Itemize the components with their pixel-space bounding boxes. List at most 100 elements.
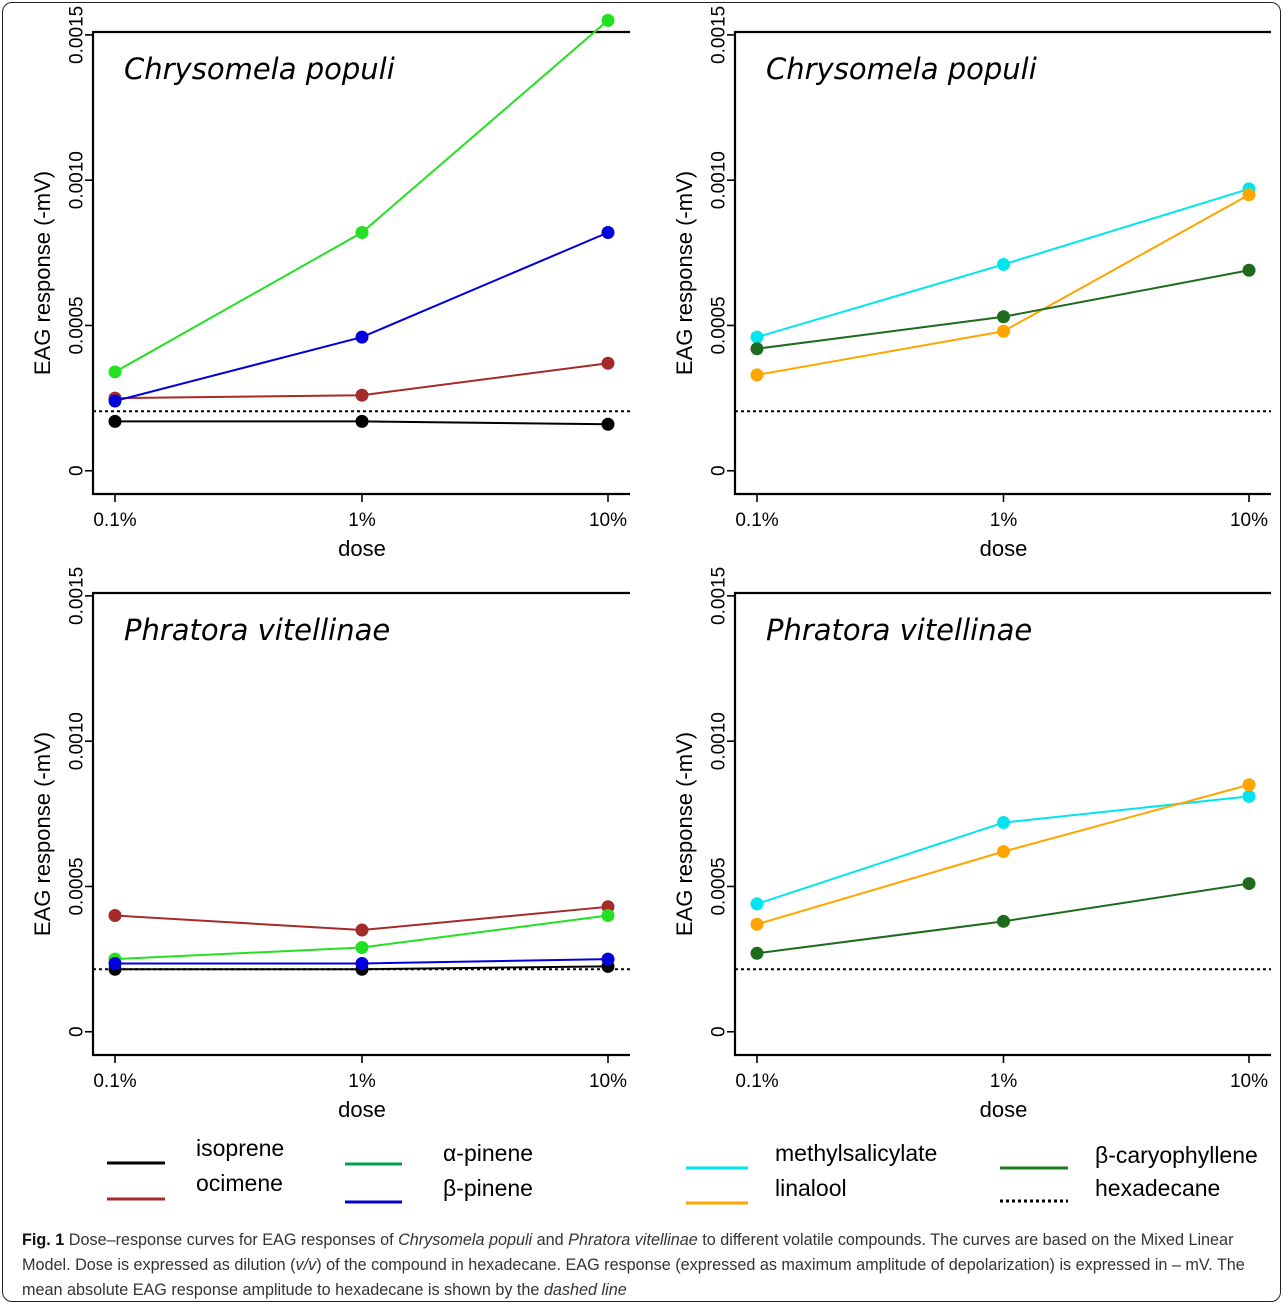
x-axis-label: dose (338, 536, 386, 561)
legend-item-ocimene: ocimene (107, 1170, 283, 1201)
data-point-caryophyllene (1242, 877, 1256, 891)
data-point-pinene (601, 909, 615, 923)
x-tick-label: 1% (348, 510, 376, 531)
y-tick-label: 0 (67, 1026, 88, 1037)
legend-label: β-pinene (443, 1175, 533, 1201)
y-tick-label: 0.0005 (67, 857, 88, 915)
legend-label: α-pinene (443, 1140, 533, 1166)
chart-panel-4: 0 0.0005 0.0010 0.0015 0.1% 1% 10% dose EAG resp… (672, 567, 1271, 1122)
y-tick-label: 0.0015 (67, 6, 88, 64)
caption-text-3: to different volatile compounds. The cur… (22, 1231, 1234, 1274)
data-point-ocimene (355, 388, 369, 402)
y-tick-label: 0.0005 (67, 296, 88, 354)
y-tick-label: 0.0015 (709, 6, 730, 64)
panel-title: Chrysomela populi (124, 52, 395, 86)
data-point-methylsalicylate (997, 816, 1010, 830)
series-ocimene (108, 356, 615, 405)
data-point-pinene (355, 225, 369, 239)
y-tick-label: 0.0005 (709, 857, 730, 915)
y-tick-label: 0.0010 (67, 712, 88, 770)
data-point-pinene (355, 940, 369, 954)
x-axis-label: dose (980, 536, 1028, 561)
legend-item-methylsalicylate: methylsalicylate (686, 1140, 937, 1170)
data-point-caryophyllene (997, 310, 1010, 324)
series-pinene (108, 225, 615, 408)
x-tick-label: 0.1% (735, 1071, 778, 1092)
chart-panels: 0 0.0005 0.0010 0.0015 0.1% 1% 10% dose EAG resp… (30, 6, 1271, 1122)
x-axis-label: dose (338, 1097, 386, 1122)
y-axis-label: EAG response (-mV) (672, 171, 697, 375)
series-caryophyllene (750, 877, 1256, 960)
panel-title: Phratora vitellinae (124, 613, 390, 647)
data-point-pinene (108, 365, 122, 379)
x-tick-label: 10% (589, 1071, 627, 1092)
caption-text-2: and (532, 1231, 569, 1249)
legend-item-pinene: α-pinene (345, 1140, 533, 1166)
chart-panel-1: 0 0.0005 0.0010 0.0015 0.1% 1% 10% dose EAG resp… (30, 6, 630, 561)
x-tick-label: 0.1% (93, 510, 136, 531)
legend-label: ocimene (196, 1170, 283, 1196)
x-tick-label: 1% (348, 1071, 376, 1092)
chart-panel-3: 0 0.0005 0.0010 0.0015 0.1% 1% 10% dose EAG resp… (30, 567, 630, 1122)
y-tick-label: 0 (709, 1026, 730, 1037)
data-point-caryophyllene (750, 946, 764, 960)
chart-panel-2: 0 0.0005 0.0010 0.0015 0.1% 1% 10% dose EAG resp… (672, 6, 1271, 561)
data-point-linalool (1242, 188, 1256, 202)
plot-frame (91, 591, 630, 1057)
data-point-pinene (601, 225, 615, 239)
x-tick-label: 0.1% (735, 510, 778, 531)
legend-label: linalool (775, 1175, 847, 1201)
figure-label: Fig. 1 (22, 1231, 65, 1249)
data-point-linalool (1242, 778, 1256, 792)
caption-species-1: Chrysomela populi (398, 1231, 533, 1249)
x-axis-label: dose (980, 1097, 1028, 1122)
legend: isoprene ocimene α-pinene β-pinene methylsal… (107, 1135, 1258, 1205)
series-methylsalicylate (750, 182, 1256, 344)
y-tick-label: 0 (67, 465, 88, 476)
data-point-isoprene (355, 414, 369, 428)
legend-item-caryophyllene: β-caryophyllene (1000, 1142, 1258, 1170)
y-tick-label: 0 (709, 465, 730, 476)
legend-label: methylsalicylate (775, 1140, 937, 1166)
x-tick-label: 0.1% (93, 1071, 136, 1092)
series-pinene (108, 952, 615, 970)
data-point-linalool (997, 324, 1010, 338)
panel-title: Chrysomela populi (766, 52, 1037, 86)
series-methylsalicylate (750, 789, 1256, 911)
legend-label: hexadecane (1095, 1175, 1220, 1201)
data-point-caryophyllene (1242, 263, 1256, 277)
data-point-isoprene (108, 414, 122, 428)
data-point-linalool (750, 917, 764, 931)
legend-label: isoprene (196, 1135, 284, 1161)
legend-label: β-caryophyllene (1095, 1142, 1258, 1168)
series-pinene (108, 13, 615, 379)
series-line-pinene (114, 231, 609, 402)
data-point-methylsalicylate (750, 897, 764, 911)
series-linalool (750, 188, 1256, 382)
data-point-pinene (601, 13, 615, 27)
y-tick-label: 0.0015 (709, 567, 730, 625)
data-point-caryophyllene (997, 914, 1010, 928)
data-point-ocimene (108, 909, 122, 923)
series-isoprene (108, 414, 615, 431)
caption-species-2: Phratora vitellinae (568, 1231, 698, 1249)
data-point-pinene (601, 952, 615, 966)
y-tick-label: 0.0015 (67, 567, 88, 625)
data-point-methylsalicylate (1242, 789, 1256, 803)
data-point-ocimene (601, 356, 615, 370)
x-tick-label: 10% (1230, 1071, 1268, 1092)
y-axis-label: EAG response (-mV) (30, 732, 55, 936)
data-point-methylsalicylate (750, 330, 764, 344)
series-ocimene (108, 900, 615, 937)
caption-text-4: ) of the compound in hexadecane. EAG res… (22, 1256, 1245, 1299)
data-point-linalool (997, 845, 1010, 859)
series-caryophyllene (750, 263, 1256, 356)
y-tick-label: 0.0010 (709, 151, 730, 209)
panel-title: Phratora vitellinae (766, 613, 1032, 647)
data-point-ocimene (355, 923, 369, 937)
data-point-methylsalicylate (997, 257, 1010, 271)
caption-dashed-line: dashed line (543, 1281, 627, 1299)
data-point-pinene (355, 330, 369, 344)
figure-canvas: 0 0.0005 0.0010 0.0015 0.1% 1% 10% dose EAG resp… (30, 6, 1271, 1205)
